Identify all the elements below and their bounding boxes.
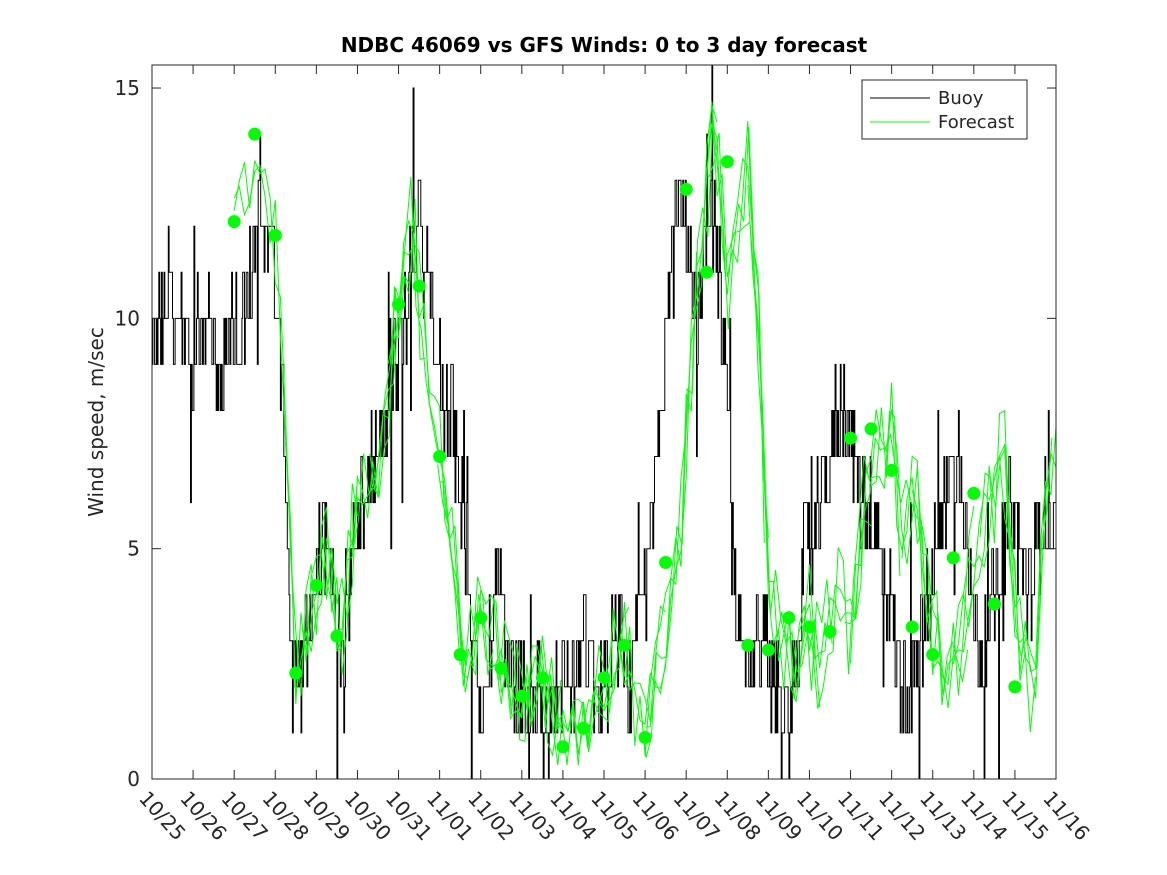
y-axis-label: Wind speed, m/sec — [84, 327, 108, 517]
forecast-marker — [392, 298, 405, 311]
legend-label-buoy: Buoy — [938, 88, 984, 109]
legend-label-forecast: Forecast — [938, 112, 1014, 133]
forecast-run-line — [1004, 444, 1056, 699]
forecast-marker — [494, 661, 508, 675]
forecast-marker — [905, 620, 919, 634]
forecast-run-line — [490, 612, 615, 766]
forecast-marker — [577, 721, 590, 735]
forecast-run-line — [844, 432, 969, 706]
y-tick-label: 10 — [115, 306, 140, 330]
forecast-marker — [618, 638, 631, 652]
forecast-marker — [987, 597, 1001, 611]
forecast-run-line — [593, 104, 718, 726]
forecast-marker — [268, 228, 282, 242]
forecast-run-line — [233, 160, 358, 696]
forecast-marker — [515, 689, 529, 703]
forecast-marker — [823, 625, 837, 639]
forecast-run-line — [747, 184, 872, 682]
forecast-run-line — [387, 219, 512, 706]
forecast-marker — [679, 182, 693, 196]
forecast-marker — [289, 666, 303, 680]
forecast-marker — [803, 620, 816, 634]
forecast-run-line — [645, 101, 769, 728]
forecast-marker — [844, 431, 857, 445]
forecast-run-line — [233, 164, 358, 705]
y-tick-label: 15 — [115, 76, 140, 100]
forecast-run-line — [776, 410, 901, 709]
legend: Buoy Forecast — [861, 79, 1028, 140]
forecast-marker — [659, 556, 673, 569]
forecast-marker — [720, 155, 734, 169]
forecast-marker — [474, 611, 488, 625]
forecast-marker — [227, 215, 241, 229]
forecast-marker — [700, 265, 714, 279]
forecast-marker — [926, 648, 940, 662]
forecast-marker — [885, 463, 899, 477]
forecast-marker — [597, 671, 611, 685]
forecast-marker — [864, 422, 878, 436]
forecast-marker — [433, 450, 447, 463]
forecast-run-line — [901, 409, 1026, 697]
forecast-marker — [330, 629, 344, 643]
forecast-marker — [412, 279, 426, 293]
forecast-marker — [946, 551, 960, 565]
chart-title: NDBC 46069 vs GFS Winds: 0 to 3 day fore… — [341, 33, 868, 57]
forecast-marker — [638, 731, 652, 744]
forecast-marker — [782, 611, 796, 625]
forecast-run-line — [369, 177, 494, 680]
forecast-marker — [453, 648, 467, 662]
forecast-run-line — [850, 409, 975, 696]
forecast-run-line — [696, 123, 821, 708]
forecast-marker — [535, 671, 549, 685]
forecast-marker — [741, 638, 755, 652]
y-tick-label: 0 — [127, 767, 140, 791]
forecast-run-line — [285, 275, 410, 696]
forecast-marker — [248, 127, 262, 141]
forecast-run-line — [301, 198, 426, 656]
buoy-series-line — [152, 65, 1056, 779]
forecast-run-line — [798, 382, 923, 661]
y-tick-label: 5 — [127, 537, 140, 561]
forecast-marker — [1008, 680, 1022, 694]
forecast-marker — [967, 486, 981, 500]
forecast-run-line — [541, 602, 666, 755]
legend-box — [861, 79, 1028, 140]
forecast-marker — [309, 579, 323, 592]
forecast-run-line — [640, 115, 765, 758]
forecast-marker — [556, 740, 570, 754]
forecast-marker — [761, 643, 775, 657]
